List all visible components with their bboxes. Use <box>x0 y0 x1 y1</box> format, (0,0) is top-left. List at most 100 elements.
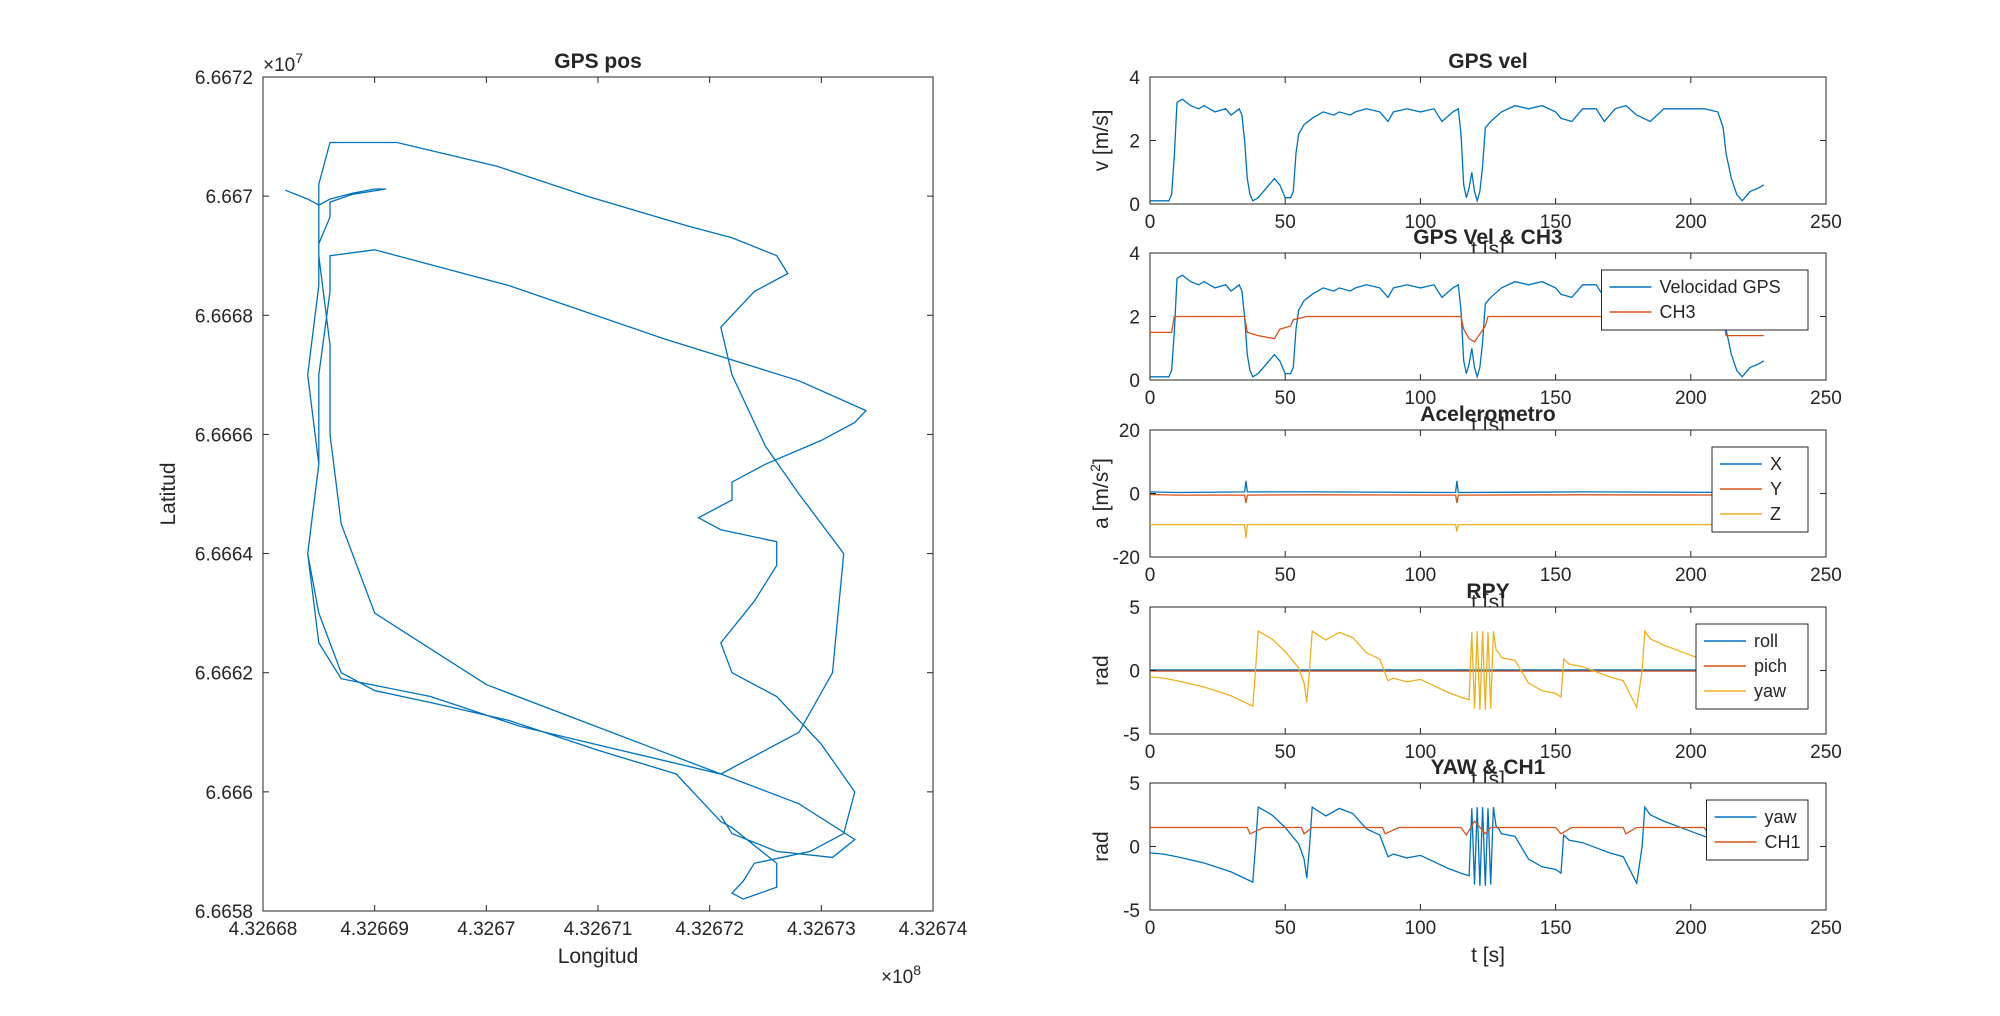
legend-entry: Z <box>1770 504 1781 524</box>
x-tick-label: 4.32672 <box>675 919 744 940</box>
y-axis-label: a [m/s2] <box>1087 458 1113 529</box>
y-tick-label: 5 <box>1129 598 1140 619</box>
x-tick-label: 0 <box>1145 565 1156 586</box>
legend-entry: Velocidad GPS <box>1660 277 1781 297</box>
legend-box <box>1601 269 1809 331</box>
chart-title: Acelerometro <box>1420 403 1555 426</box>
y-tick-label: 4 <box>1129 68 1140 89</box>
y-tick-label: 6.6662 <box>195 664 253 685</box>
y-axis-label: rad <box>1090 655 1113 685</box>
x-tick-label: 4.32673 <box>787 919 856 940</box>
y-axis-label: Latitud <box>157 462 180 525</box>
x-tick-label: 0 <box>1145 212 1156 233</box>
x-tick-label: 250 <box>1810 565 1842 586</box>
y-axis-label: rad <box>1090 831 1113 861</box>
x-tick-label: 4.3267 <box>457 919 515 940</box>
x-tick-label: 50 <box>1275 388 1296 409</box>
legend: yaw CH1 <box>1706 799 1809 861</box>
x-tick-label: 4.32669 <box>340 919 409 940</box>
x-tick-label: 50 <box>1275 212 1296 233</box>
legend-box <box>1706 799 1809 861</box>
y-tick-label: 6.6668 <box>195 306 253 327</box>
y-tick-label: 6.666 <box>205 783 253 804</box>
y-tick-label: 2 <box>1129 132 1140 153</box>
legend-entry: CH1 <box>1765 832 1801 852</box>
series-line-yaw <box>1150 629 1764 710</box>
x-tick-label: 4.32671 <box>564 919 633 940</box>
legend-entry: yaw <box>1754 681 1787 701</box>
x-tick-label: 250 <box>1810 388 1842 409</box>
y-tick-label: 6.667 <box>205 187 253 208</box>
y-tick-label: 4 <box>1129 244 1140 265</box>
x-tick-label: 100 <box>1405 388 1437 409</box>
legend-entry: X <box>1770 454 1782 474</box>
x-tick-label: 150 <box>1540 565 1572 586</box>
legend: XYZ <box>1711 446 1809 533</box>
legend-entry: Y <box>1770 479 1782 499</box>
y-tick-label: -5 <box>1123 901 1140 922</box>
y-tick-label: 20 <box>1119 421 1140 442</box>
series-line-0 <box>1150 98 1765 204</box>
y-exponent-label: ×107 <box>263 50 303 76</box>
x-tick-label: 0 <box>1145 742 1156 763</box>
chart-title: GPS Vel & CH3 <box>1413 226 1562 249</box>
series-line-yaw <box>1150 805 1764 886</box>
y-tick-label: 0 <box>1129 838 1140 859</box>
y-tick-label: 6.6672 <box>195 68 253 89</box>
y-tick-label: -20 <box>1113 548 1140 569</box>
legend-entry: CH3 <box>1660 302 1696 322</box>
y-tick-label: 6.6658 <box>195 902 253 923</box>
y-tick-label: -5 <box>1123 725 1140 746</box>
x-axis-label: t [s] <box>1471 944 1505 967</box>
chart-title: GPS vel <box>1448 50 1527 73</box>
x-tick-label: 200 <box>1675 918 1707 939</box>
x-tick-label: 50 <box>1275 918 1296 939</box>
x-tick-label: 200 <box>1675 742 1707 763</box>
x-tick-label: 100 <box>1405 742 1437 763</box>
x-tick-label: 200 <box>1675 565 1707 586</box>
x-tick-label: 100 <box>1405 565 1437 586</box>
y-tick-label: 0 <box>1129 485 1140 506</box>
x-tick-label: 0 <box>1145 918 1156 939</box>
x-tick-label: 250 <box>1810 212 1842 233</box>
legend-entry: roll <box>1754 631 1778 651</box>
chart-title: GPS pos <box>554 50 642 73</box>
x-tick-label: 150 <box>1540 388 1572 409</box>
x-tick-label: 150 <box>1540 742 1572 763</box>
series-line-z <box>1150 523 1764 539</box>
x-tick-label: 100 <box>1405 918 1437 939</box>
y-tick-label: 0 <box>1129 662 1140 683</box>
plot-area <box>1149 76 1827 205</box>
series-line-0 <box>285 141 868 900</box>
series-line-y <box>1150 493 1764 504</box>
legend-box <box>1695 623 1809 710</box>
x-tick-label: 250 <box>1810 918 1842 939</box>
y-tick-label: 0 <box>1129 195 1140 216</box>
legend: roll pich yaw <box>1695 623 1809 710</box>
legend-entry: pich <box>1754 656 1787 676</box>
x-tick-label: 200 <box>1675 388 1707 409</box>
series-line-ch1 <box>1150 819 1764 837</box>
x-tick-label: 250 <box>1810 742 1842 763</box>
legend-entry: yaw <box>1765 807 1798 827</box>
x-tick-label: 150 <box>1540 212 1572 233</box>
x-tick-label: 50 <box>1275 565 1296 586</box>
y-axis-label: v [m/s] <box>1090 110 1113 172</box>
x-exponent-label: ×108 <box>881 962 921 988</box>
y-tick-label: 6.6664 <box>195 545 254 566</box>
y-tick-label: 2 <box>1129 308 1140 329</box>
x-tick-label: 200 <box>1675 212 1707 233</box>
chart-title: YAW & CH1 <box>1431 756 1546 779</box>
x-tick-label: 50 <box>1275 742 1296 763</box>
y-tick-label: 0 <box>1129 371 1140 392</box>
chart-title: RPY <box>1466 580 1509 603</box>
x-tick-label: 4.32674 <box>899 919 968 940</box>
y-tick-label: 6.6666 <box>195 425 253 446</box>
plot-area <box>262 76 934 912</box>
